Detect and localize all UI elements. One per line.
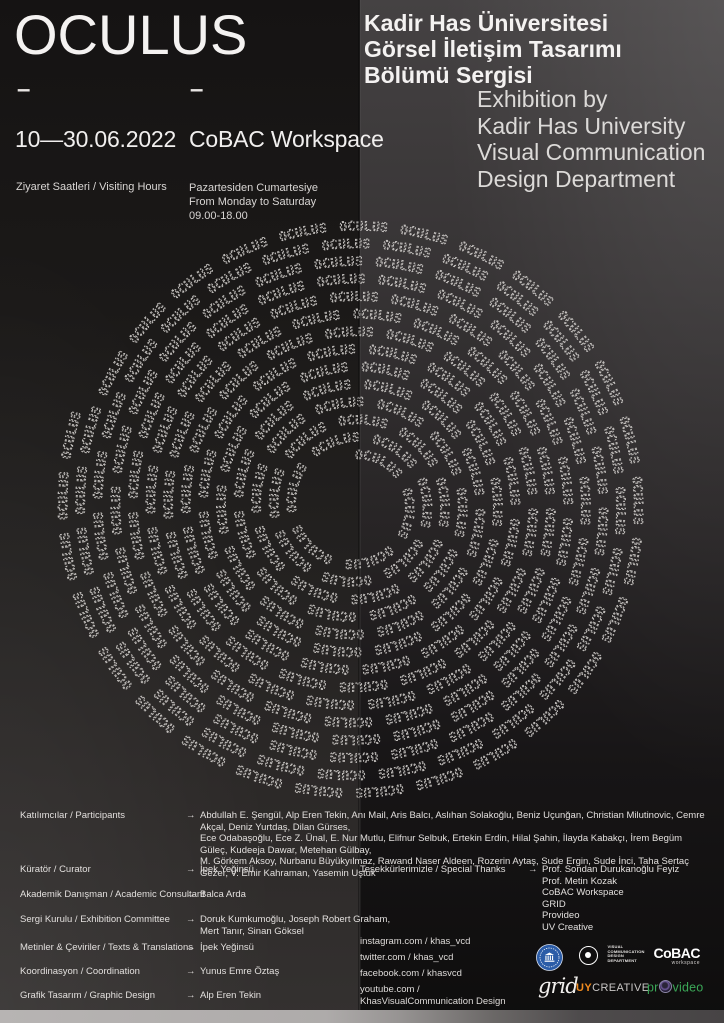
thanks-line: GRID — [542, 898, 566, 910]
credit-label-curator: Küratör / Curator — [20, 864, 91, 875]
instagram-link[interactable]: instagram.com / khas_vcd — [360, 936, 471, 947]
title-en-line: Exhibition by — [477, 86, 608, 112]
title-en-line: Visual Communication — [477, 139, 706, 165]
grid-logo: grid — [538, 974, 579, 998]
special-thanks-label: Teşekkürlerimizle / Special Thanks — [360, 864, 506, 875]
facebook-link[interactable]: facebook.com / khasvcd — [360, 968, 462, 979]
visiting-hours-value: Pazartesiden Cumartesiye From Monday to … — [189, 181, 318, 223]
vcd-circle-dot-icon — [579, 946, 598, 965]
committee-line: Doruk Kumkumoğlu, Joseph Robert Graham, — [200, 914, 391, 925]
provideo-logo: pr video — [647, 980, 703, 995]
arrow-icon: → — [186, 889, 196, 900]
thanks-line: Prof. Sondan Durukanoğlu Feyiz — [542, 864, 680, 875]
thanks-line: CoBAC Workspace — [542, 887, 624, 898]
credit-value-texts-translations: İpek Yeğinsü — [200, 942, 254, 953]
arrow-icon: → — [186, 942, 196, 953]
credit-value-academic-consultant: Balca Arda — [200, 889, 246, 900]
vcd-logo-text: VISUAL COMMUNICATION DESIGN DEPARTMENT — [607, 944, 645, 963]
university-seal-icon — [536, 944, 563, 971]
visual-communication-design-department-logo: VISUAL COMMUNICATION DESIGN DEPARTMENT — [579, 944, 645, 967]
title-english: Exhibition by Kadir Has University Visua… — [477, 86, 705, 192]
thanks-line: Provideo — [542, 910, 580, 921]
provideo-text-pre: pr — [647, 980, 659, 995]
twitter-link[interactable]: twitter.com / khas_vcd — [360, 952, 454, 963]
provideo-text-post: video — [672, 980, 704, 995]
credit-label-participants: Katılımcılar / Participants — [20, 810, 126, 821]
venue-name: CoBAC Workspace — [189, 126, 384, 152]
right-panel-background — [360, 0, 724, 1023]
title-turkish: Kadir Has Üniversitesi Görsel İletişim T… — [364, 10, 622, 88]
youtube-line: youtube.com / — [360, 984, 420, 995]
title-en-line: Design Department — [477, 165, 676, 192]
poster-bottom-edge — [0, 1010, 724, 1023]
participants-line: Abdullah E. Şengül, Alp Eren Tekin, Anı … — [200, 810, 705, 833]
youtube-line: KhasVisualCommunication Design — [360, 995, 506, 1007]
left-panel-background — [0, 0, 360, 1023]
poster-fold-crease — [358, 0, 361, 1023]
vcd-text-line: COMMUNICATION — [607, 948, 645, 954]
credit-label-graphic-design: Grafik Tasarım / Graphic Design — [20, 990, 155, 1001]
credit-value-coordination: Yunus Emre Öztaş — [200, 966, 280, 977]
arrow-icon: → — [186, 990, 196, 1001]
arrow-icon: → — [186, 914, 196, 925]
participants-line: M. Görkem Aksoy, Nurbanu Büyükyılmaz, Ra… — [200, 856, 689, 879]
title-tr-line: Bölümü Sergisi — [364, 62, 533, 88]
thanks-line: UV Creative — [542, 921, 594, 933]
arrow-icon: → — [186, 864, 196, 875]
hours-line-tr: Pazartesiden Cumartesiye — [189, 182, 319, 194]
hours-line-en: From Monday to Saturday — [189, 196, 317, 208]
title-tr-line: Kadir Has Üniversitesi — [364, 10, 609, 36]
title-en-line: Kadir Has University — [477, 112, 686, 139]
vcd-text-line: VISUAL — [607, 944, 624, 949]
arrow-icon: → — [528, 864, 538, 875]
credit-label-academic-consultant: Akademik Danışman / Academic Consultant — [20, 889, 205, 900]
kadir-has-university-seal-logo — [536, 944, 563, 971]
credit-label-texts-translations: Metinler & Çeviriler / Texts & Translati… — [20, 942, 193, 953]
arrow-icon: → — [186, 966, 196, 977]
uv-logo-text: CREATIVE — [592, 982, 650, 994]
vcd-text-line: DEPARTMENT — [607, 957, 637, 963]
camera-lens-icon — [659, 980, 673, 993]
dash-divider-venue: – — [190, 76, 204, 103]
oculus-text-spiral: OCULUS OCULUS OCULUS OCULUS OCULUS OCULU… — [0, 195, 645, 800]
cobac-logo-text: CoBAC — [653, 945, 701, 961]
participants-line: Ece Odabaşoğlu, Ece Z. Ünal, E. Nur Mutl… — [200, 833, 683, 856]
svg-text:OCULUS OCULUS OCULUS OCULUS: OCULUS OCULUS OCULUS OCULUS OCULUS OCULU… — [0, 195, 645, 800]
cobac-workspace-logo: CoBAC workspace — [652, 945, 701, 966]
title-tr-line: Görsel İletişim Tasarımı — [364, 36, 622, 62]
credit-label-coordination: Koordinasyon / Coordination — [20, 966, 140, 977]
credit-value-curator: İpek Yeğinsü — [200, 864, 254, 875]
uv-creative-logo: UYCREATIVE — [576, 982, 650, 994]
committee-line: Mert Tanır, Sinan Göksel — [200, 925, 304, 937]
credit-value-participants: Abdullah E. Şengül, Alp Eren Tekin, Anı … — [200, 810, 712, 879]
arrow-icon: → — [186, 810, 196, 821]
thanks-line: Prof. Metin Kozak — [542, 875, 617, 887]
visiting-hours-label: Ziyaret Saatleri / Visiting Hours — [16, 181, 167, 193]
special-thanks-values: Prof. Sondan Durukanoğlu Feyiz Prof. Met… — [542, 864, 679, 933]
poster-title: OCULUS — [14, 3, 248, 66]
credit-value-exhibition-committee: Doruk Kumkumoğlu, Joseph Robert Graham, … — [200, 914, 390, 937]
vcd-text-line: DESIGN — [607, 953, 624, 959]
exhibition-dates: 10—30.06.2022 — [15, 126, 177, 152]
cobac-logo-subtext: workspace — [671, 960, 700, 966]
youtube-link[interactable]: youtube.com / KhasVisualCommunication De… — [360, 984, 506, 1007]
uv-logo-initials: UY — [576, 982, 593, 994]
credit-label-exhibition-committee: Sergi Kurulu / Exhibition Committee — [20, 914, 170, 925]
hours-line-time: 09.00-18.00 — [189, 210, 248, 222]
dash-divider-date: – — [17, 76, 31, 103]
credit-value-graphic-design: Alp Eren Tekin — [200, 990, 262, 1001]
